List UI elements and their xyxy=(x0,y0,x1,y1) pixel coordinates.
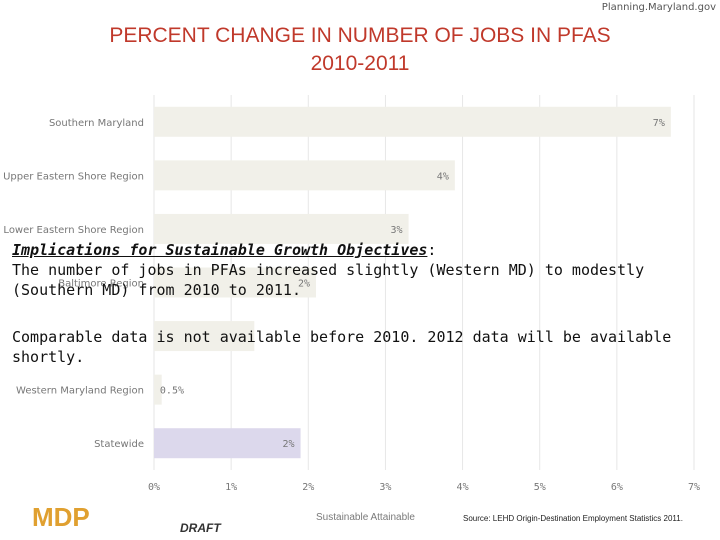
bar xyxy=(154,374,162,405)
mdp-logo: MDP xyxy=(30,502,118,530)
data-label: 3% xyxy=(391,225,403,236)
x-tick-label: 1% xyxy=(225,482,237,493)
x-tick-label: 2% xyxy=(302,482,314,493)
bar xyxy=(154,267,316,298)
draft-label: DRAFT xyxy=(180,521,221,535)
x-tick-label: 3% xyxy=(379,482,391,493)
data-label: 2% xyxy=(298,279,310,290)
x-tick-label: 4% xyxy=(457,482,469,493)
category-label: Lower Eastern Shore Region xyxy=(3,225,144,236)
tagline: Sustainable Attainable xyxy=(316,512,415,523)
bar xyxy=(154,428,301,459)
category-label: Western Maryland Region xyxy=(16,386,144,397)
data-label: 0.5% xyxy=(160,386,184,397)
data-label: 7% xyxy=(653,118,665,129)
x-tick-label: 6% xyxy=(611,482,623,493)
data-label: 4% xyxy=(437,171,449,182)
bar-chart: 0% 1% 2% 3% 4% 5% 6% 7% Southern Maryland 7% Upper… xyxy=(3,95,700,493)
x-tick-label: 5% xyxy=(534,482,546,493)
x-tick-label: 0% xyxy=(148,482,160,493)
category-label: Baltimore Region xyxy=(58,279,144,290)
implications-text: The number of jobs in PFAs increased sli… xyxy=(12,261,645,299)
category-label: Upper Eastern Shore Region xyxy=(3,171,144,182)
implications-note: Implications for Sustainable Growth Obje… xyxy=(12,240,712,300)
bar xyxy=(154,321,255,352)
title-line-1: PERCENT CHANGE IN NUMBER OF JOBS IN PFAS xyxy=(109,24,611,47)
source-note: Source: LEHD Origin-Destination Employme… xyxy=(463,514,683,523)
mdp-logo-text: MDP xyxy=(32,502,90,530)
x-tick-label: 7% xyxy=(688,482,700,493)
implications-colon: : xyxy=(427,241,437,259)
comparable-note: Comparable data is not available before … xyxy=(12,328,672,366)
category-label: Statewide xyxy=(94,439,144,450)
bar xyxy=(154,160,455,191)
category-label: Southern Maryland xyxy=(49,118,144,129)
data-label: 2% xyxy=(283,439,295,450)
bar xyxy=(154,106,671,137)
site-url[interactable]: Planning.Maryland.gov xyxy=(601,2,716,13)
implications-heading: Implications for Sustainable Growth Obje… xyxy=(12,241,428,259)
title-line-2: 2010-2011 xyxy=(310,52,410,75)
chart-title: PERCENT CHANGE IN NUMBER OF JOBS IN PFAS… xyxy=(0,22,720,78)
bar xyxy=(154,213,409,244)
